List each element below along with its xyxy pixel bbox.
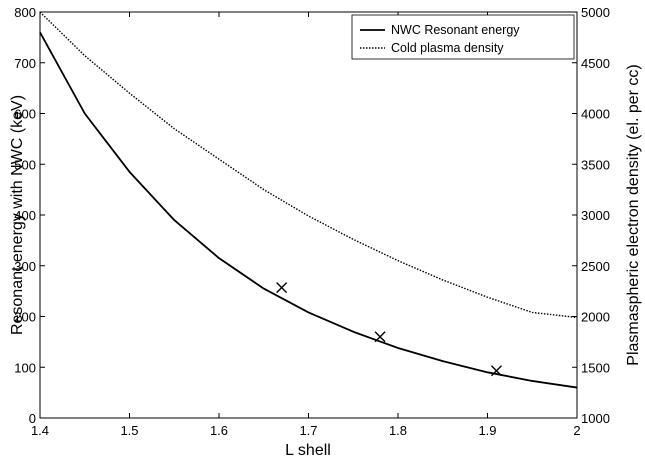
- x-marker: [490, 365, 502, 377]
- x-tick-label: 1.7: [299, 423, 317, 438]
- x-tick-label: 1.8: [389, 423, 407, 438]
- y-right-tick-label: 4500: [581, 56, 610, 71]
- y-right-tick-label: 3000: [581, 208, 610, 223]
- y-left-axis-title: Resonant energy with NWC (keV): [9, 95, 26, 335]
- x-tick-label: 1.4: [31, 423, 49, 438]
- x-marker: [374, 331, 386, 343]
- series-lines: [39, 11, 578, 389]
- y-left-tick-label: 800: [14, 5, 36, 20]
- y-left-tick-label: 700: [14, 56, 36, 71]
- legend-label-nwc-resonant-energy: NWC Resonant energy: [391, 23, 520, 37]
- y-right-tick-label: 2500: [581, 259, 610, 274]
- series-line-nwc-resonant-energy: [39, 31, 578, 389]
- y-left-tick-label: 200: [14, 310, 36, 325]
- legend-box: [351, 14, 575, 60]
- ticks: 1.4 1.5 1.6 1.7 1.8 1.9 2 0 100 200 300 400 500 600 70…: [14, 5, 610, 438]
- legend-label-cold-plasma-density: Cold plasma density: [391, 41, 504, 55]
- x-tick-label: 1.5: [120, 423, 138, 438]
- y-left-tick-label: 400: [14, 208, 36, 223]
- y-left-tick-label: 300: [14, 259, 36, 274]
- x-marker-stroke: [490, 365, 502, 377]
- y-right-tick-label: 1000: [581, 411, 610, 426]
- y-right-tick-label: 5000: [581, 5, 610, 20]
- y-left-tick-label: 0: [29, 411, 36, 426]
- x-tick-label: 1.9: [478, 423, 496, 438]
- x-tick-label: 2: [573, 423, 580, 438]
- markers: [276, 282, 502, 377]
- x-marker: [276, 282, 288, 294]
- x-marker-stroke: [276, 282, 288, 294]
- y-right-tick-label: 1500: [581, 360, 610, 375]
- y-left-tick-label: 500: [14, 157, 36, 172]
- plot-frame: [39, 11, 578, 419]
- series-line-cold-plasma-density: [39, 11, 578, 319]
- y-right-tick-label: 4000: [581, 107, 610, 122]
- y-left-tick-label: 600: [14, 107, 36, 122]
- y-right-tick-label: 2000: [581, 310, 610, 325]
- y-left-tick-label: 100: [14, 360, 36, 375]
- x-axis-title: L shell: [285, 442, 331, 459]
- y-right-tick-label: 3500: [581, 157, 610, 172]
- legend: NWC Resonant energy Cold plasma density: [351, 14, 575, 60]
- y-right-axis-title: Plasmaspheric electron density (el. per …: [625, 64, 642, 365]
- x-marker-stroke: [374, 331, 386, 343]
- x-tick-label: 1.6: [210, 423, 228, 438]
